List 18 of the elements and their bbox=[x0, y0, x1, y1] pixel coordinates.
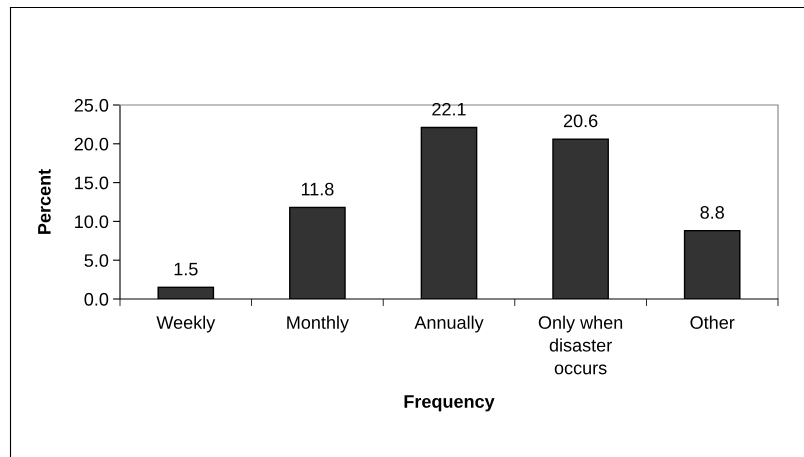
y-tick-label: 10.0 bbox=[75, 215, 108, 228]
y-tick-label: 25.0 bbox=[74, 98, 108, 112]
data-label: 11.8 bbox=[302, 182, 334, 196]
y-tick-label: 15.0 bbox=[75, 176, 108, 190]
y-tick-label: 0.0 bbox=[84, 292, 108, 306]
data-label: 1.5 bbox=[174, 262, 198, 276]
data-label: 20.6 bbox=[564, 114, 598, 128]
x-tick-label: Monthly bbox=[287, 316, 349, 332]
x-tick-label: Only when disaster occurs bbox=[538, 316, 622, 374]
y-axis-title: Percent bbox=[38, 169, 51, 234]
x-tick-label: Other bbox=[690, 316, 734, 329]
data-label: 8.8 bbox=[700, 206, 724, 219]
x-tick-label: Annually bbox=[414, 316, 484, 332]
x-tick-label: Weekly bbox=[156, 316, 216, 332]
y-tick-label: 20.0 bbox=[74, 138, 108, 151]
data-label: 22.1 bbox=[432, 102, 466, 116]
x-axis-title: Frequency bbox=[404, 395, 495, 412]
y-tick-label: 5.0 bbox=[84, 254, 108, 267]
